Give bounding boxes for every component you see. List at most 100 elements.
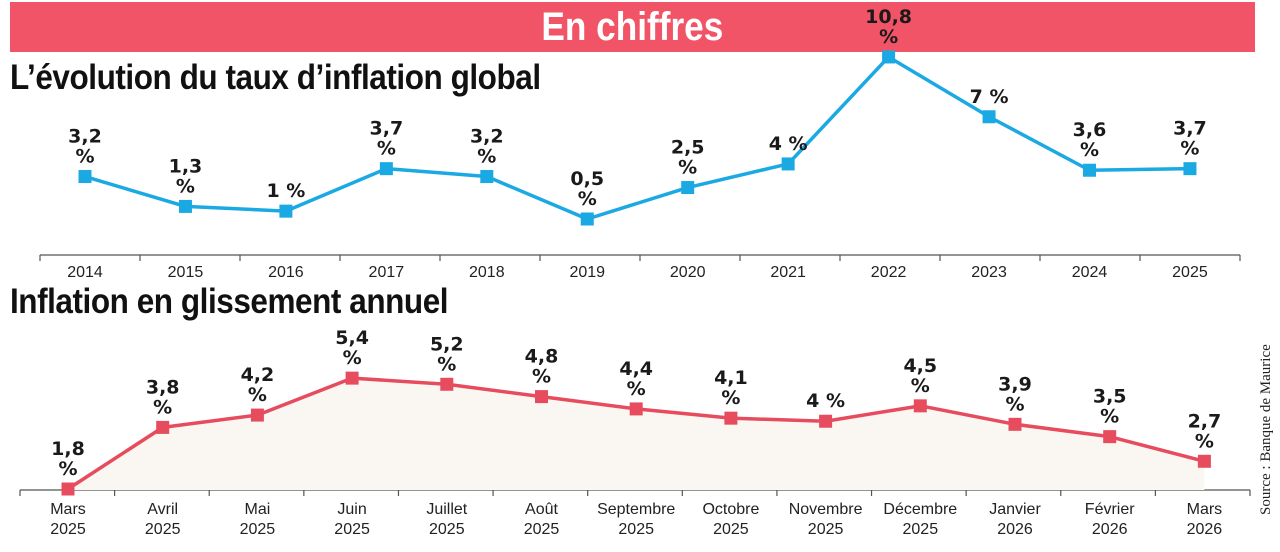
x-tick-label: Septembre [597,501,675,518]
data-label: 4 % [769,133,808,155]
x-tick-label: Mai [245,501,271,518]
data-label: % [678,157,697,179]
x-tick-label: 2020 [670,264,706,281]
data-label: % [1100,406,1119,428]
data-label: % [153,396,172,418]
data-point [1008,417,1022,431]
x-tick-label: 2025 [524,521,560,538]
data-label: 4,8 [525,346,559,368]
data-point [1183,162,1197,176]
data-label: % [1005,393,1024,415]
x-tick-label: Mars [50,501,86,518]
series-line [67,376,1205,491]
data-label: 3,7 [370,118,404,140]
data-point [440,377,454,391]
data-point [982,110,996,124]
data-point [629,402,643,416]
data-label: 3,2 [470,126,504,148]
data-label: % [176,175,195,197]
x-tick-label: 2025 [808,521,844,538]
x-tick-label: 2025 [334,521,370,538]
x-tick-label: 2025 [429,521,465,538]
data-point [156,420,170,434]
x-tick-label: Avril [147,501,178,518]
data-label: 4,5 [903,355,937,377]
data-label: % [911,375,930,397]
x-tick-label: Novembre [789,501,863,518]
data-label: 3,2 [68,126,102,148]
data-label: % [58,458,77,480]
data-label: % [578,188,597,210]
data-point [78,170,92,184]
data-label: 7 % [970,86,1009,108]
data-point [1103,430,1117,444]
data-label: 4,4 [619,358,653,380]
x-tick-label: Janvier [989,501,1041,518]
x-tick-label: 2025 [903,521,939,538]
data-label: 2,5 [671,137,705,159]
data-point [781,157,795,171]
data-point [279,204,293,218]
data-point [480,170,494,184]
x-tick-label: Juin [337,501,366,518]
x-tick-label: Août [525,501,558,518]
x-tick-label: Juillet [426,501,467,518]
data-point [913,399,927,413]
x-tick-label: 2018 [469,264,505,281]
data-label: 3,8 [146,376,180,398]
x-tick-label: 2022 [871,264,907,281]
x-tick-label: 2026 [997,521,1033,538]
x-tick-label: 2021 [770,264,806,281]
data-label: % [477,146,496,168]
x-tick-label: 2024 [1072,264,1108,281]
data-point [379,162,393,176]
x-tick-label: 2014 [67,264,103,281]
source-note: Source : Banque de Maurice [1258,344,1274,515]
x-tick-label: 2023 [971,264,1007,281]
data-point [250,408,264,422]
data-label: % [532,366,551,388]
data-label: % [437,353,456,375]
x-tick-label: 2025 [145,521,181,538]
data-point [681,181,695,195]
data-point [580,212,594,226]
x-tick-label: Février [1085,501,1135,518]
x-tick-label: 2016 [268,264,304,281]
header-title: En chiffres [541,4,724,49]
data-label: 0,5 [570,168,604,190]
data-label: 3,7 [1173,118,1207,140]
data-point [882,50,896,64]
data-label: 3,5 [1093,386,1127,408]
x-tick-label: Décembre [883,501,957,518]
data-label: % [343,347,362,369]
area-fill [68,378,1205,490]
x-tick-label: 2019 [569,264,605,281]
x-tick-label: 2026 [1187,521,1223,538]
chart1-title: L’évolution du taux d’inflation global [10,58,541,97]
x-tick-label: 2025 [50,521,86,538]
data-label: 1,3 [169,155,203,177]
x-tick-label: 2025 [240,521,276,538]
data-point [345,371,359,385]
x-tick-label: Mars [1187,501,1223,518]
x-tick-label: 2025 [713,521,749,538]
data-label: 5,4 [335,327,369,349]
data-point [819,414,833,428]
data-point [535,390,548,404]
x-tick-label: 2025 [1172,264,1208,281]
data-label: 4,2 [241,364,275,386]
data-point [178,199,192,213]
data-label: 5,2 [430,333,464,355]
data-label: 4,1 [714,367,748,389]
data-label: 3,6 [1073,119,1107,141]
header-banner: En chiffres [10,2,1255,52]
data-label: 4 % [806,390,845,412]
x-tick-label: Octobre [702,501,759,518]
data-label: % [1180,138,1199,160]
data-label: % [377,138,396,160]
x-tick-label: 2017 [369,264,405,281]
data-point [1197,454,1211,468]
data-point [724,411,738,425]
data-label: % [627,378,646,400]
data-label: 1 % [266,180,305,202]
